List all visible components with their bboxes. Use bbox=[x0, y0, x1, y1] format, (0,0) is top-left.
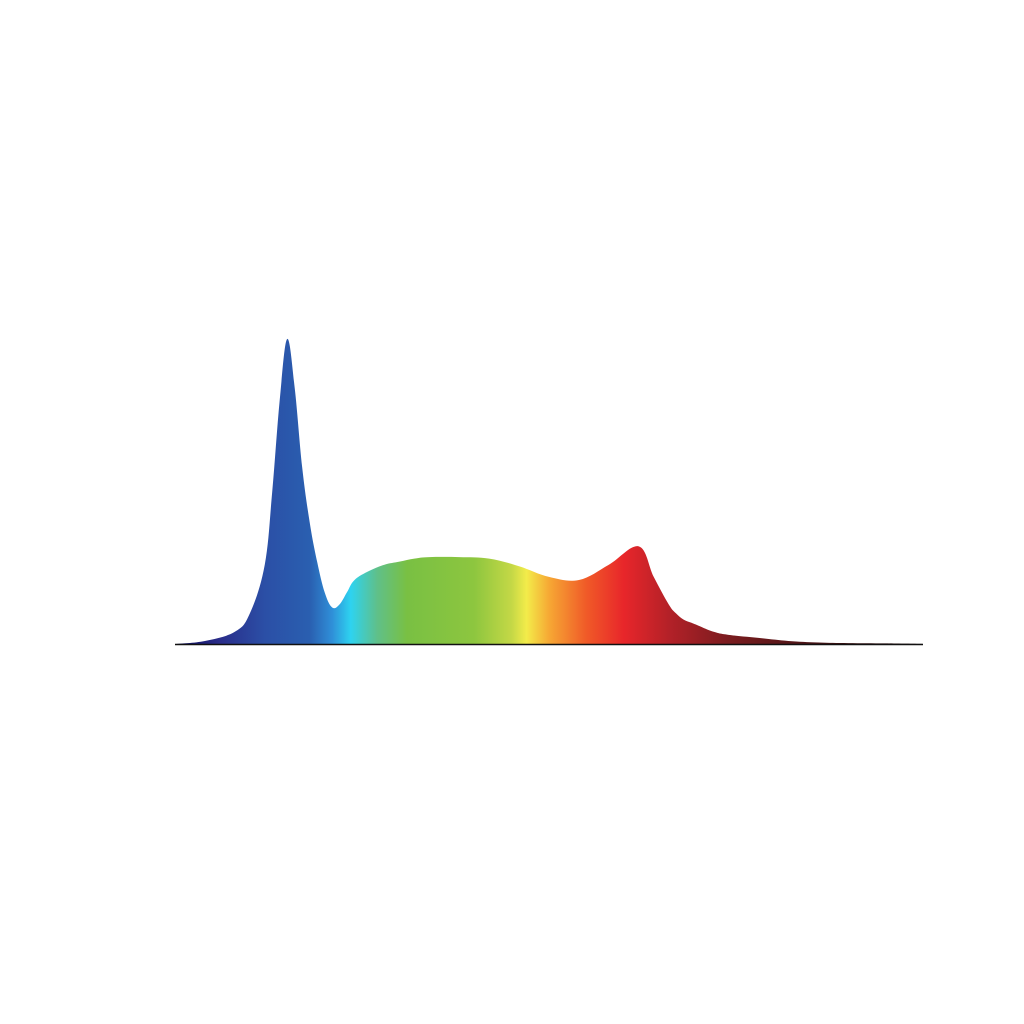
spectrum-area bbox=[175, 338, 923, 644]
